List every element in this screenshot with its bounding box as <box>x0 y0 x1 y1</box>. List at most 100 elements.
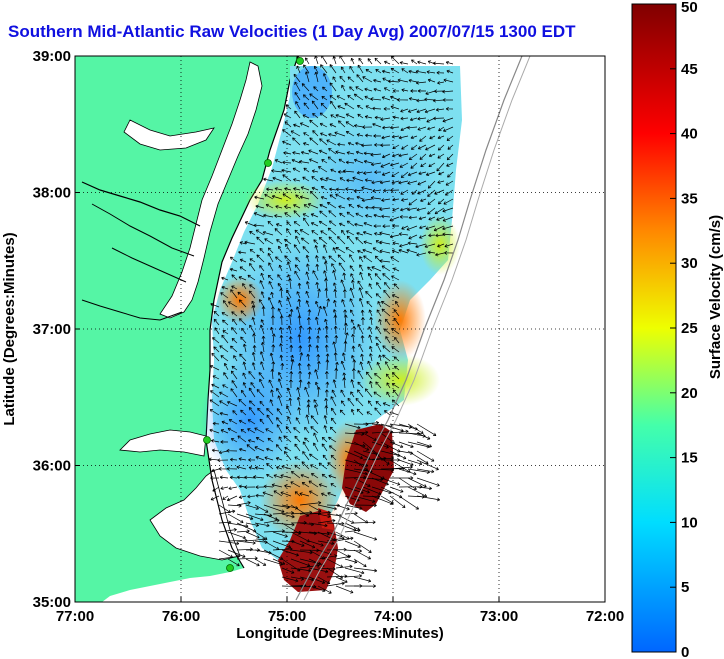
velocity-arrow <box>362 76 373 83</box>
velocity-arrow <box>308 480 319 488</box>
velocity-arrow <box>359 264 364 272</box>
velocity-arrow <box>356 105 364 110</box>
velocity-arrow <box>302 176 310 182</box>
velocity-arrow <box>363 159 373 164</box>
velocity-arrow <box>379 240 391 245</box>
velocity-arrow <box>345 113 355 119</box>
velocity-arrow <box>259 280 265 290</box>
velocity-arrow <box>361 143 373 148</box>
velocity-arrow <box>213 318 220 326</box>
velocity-arrow <box>328 436 337 443</box>
velocity-arrow <box>410 89 418 93</box>
velocity-arrow <box>349 298 355 308</box>
velocity-arrow <box>266 414 274 425</box>
velocity-arrow <box>337 236 346 245</box>
velocity-arrow <box>270 326 274 335</box>
velocity-arrow <box>299 195 310 200</box>
velocity-arrow <box>343 314 348 326</box>
velocity-arrow <box>389 465 413 470</box>
x-tick-label: 74:00 <box>374 608 412 625</box>
velocity-arrow <box>306 399 311 407</box>
velocity-arrow <box>272 176 283 182</box>
velocity-arrow <box>209 399 220 407</box>
velocity-arrow <box>415 243 427 249</box>
velocity-arrow <box>265 203 274 209</box>
velocity-arrow <box>242 361 247 371</box>
velocity-field <box>200 66 462 592</box>
velocity-arrow <box>427 250 436 255</box>
velocity-arrow <box>339 222 346 227</box>
velocity-arrow <box>259 324 265 335</box>
velocity-arrow <box>358 57 364 65</box>
velocity-arrow <box>238 299 247 308</box>
velocity-arrow <box>344 468 368 476</box>
velocity-arrow <box>392 207 400 212</box>
x-axis-label: Longitude (Degrees:Minutes) <box>236 625 444 642</box>
velocity-arrow <box>425 171 436 176</box>
velocity-arrow <box>321 443 328 452</box>
velocity-arrow <box>443 198 454 205</box>
velocity-arrow <box>212 337 220 344</box>
velocity-arrow <box>294 456 301 461</box>
velocity-arrow <box>331 263 337 272</box>
velocity-arrow <box>231 338 238 344</box>
velocity-arrow <box>251 316 256 326</box>
velocity-arrow <box>332 76 337 83</box>
velocity-arrow <box>305 281 310 290</box>
velocity-arrow <box>254 504 269 513</box>
velocity-arrow <box>298 379 303 389</box>
velocity-arrow <box>398 477 417 490</box>
velocity-arrow <box>268 262 274 272</box>
velocity-arrow <box>263 484 274 489</box>
velocity-arrow <box>221 420 229 425</box>
velocity-arrow <box>342 377 346 389</box>
velocity-arrow <box>317 288 321 299</box>
velocity-arrow <box>436 162 445 172</box>
velocity-arrow <box>442 98 453 102</box>
velocity-arrow <box>356 408 364 416</box>
velocity-arrow <box>260 341 265 353</box>
velocity-arrow <box>410 135 418 140</box>
velocity-arrow <box>416 98 427 103</box>
velocity-arrow <box>415 80 427 85</box>
velocity-arrow <box>356 195 364 200</box>
velocity-arrow <box>299 122 310 128</box>
velocity-arrow <box>267 220 274 227</box>
velocity-arrow <box>244 240 256 245</box>
velocity-arrow <box>362 230 373 236</box>
velocity-arrow <box>353 430 369 435</box>
velocity-arrow <box>335 193 346 200</box>
velocity-arrow <box>291 158 301 164</box>
velocity-arrow <box>437 135 445 140</box>
velocity-arrow <box>418 171 427 176</box>
velocity-arrow <box>392 241 400 245</box>
velocity-arrow <box>310 426 319 434</box>
velocity-arrow <box>266 408 274 416</box>
velocity-arrow <box>304 426 310 434</box>
velocity-arrow <box>357 389 364 398</box>
velocity-arrow <box>290 130 301 137</box>
velocity-arrow <box>292 151 301 155</box>
velocity-arrow <box>286 297 292 308</box>
velocity-arrow <box>272 558 286 565</box>
velocity-arrow <box>353 567 378 573</box>
velocity-arrow <box>265 428 274 434</box>
velocity-arrow <box>319 138 328 146</box>
velocity-arrow <box>324 371 329 380</box>
velocity-arrow <box>323 244 328 254</box>
velocity-arrow <box>346 211 355 218</box>
velocity-arrow <box>333 352 338 362</box>
velocity-arrow <box>330 417 337 425</box>
velocity-arrow <box>401 68 409 74</box>
velocity-arrow <box>317 305 322 317</box>
velocity-arrow <box>248 458 256 462</box>
velocity-arrow <box>281 513 295 519</box>
velocity-arrow <box>365 214 373 218</box>
velocity-arrow <box>295 235 301 245</box>
velocity-arrow <box>408 78 418 83</box>
velocity-arrow <box>349 65 355 74</box>
velocity-arrow <box>308 531 330 536</box>
velocity-arrow <box>419 153 427 160</box>
velocity-arrow <box>433 225 445 232</box>
velocity-arrow <box>389 125 400 130</box>
